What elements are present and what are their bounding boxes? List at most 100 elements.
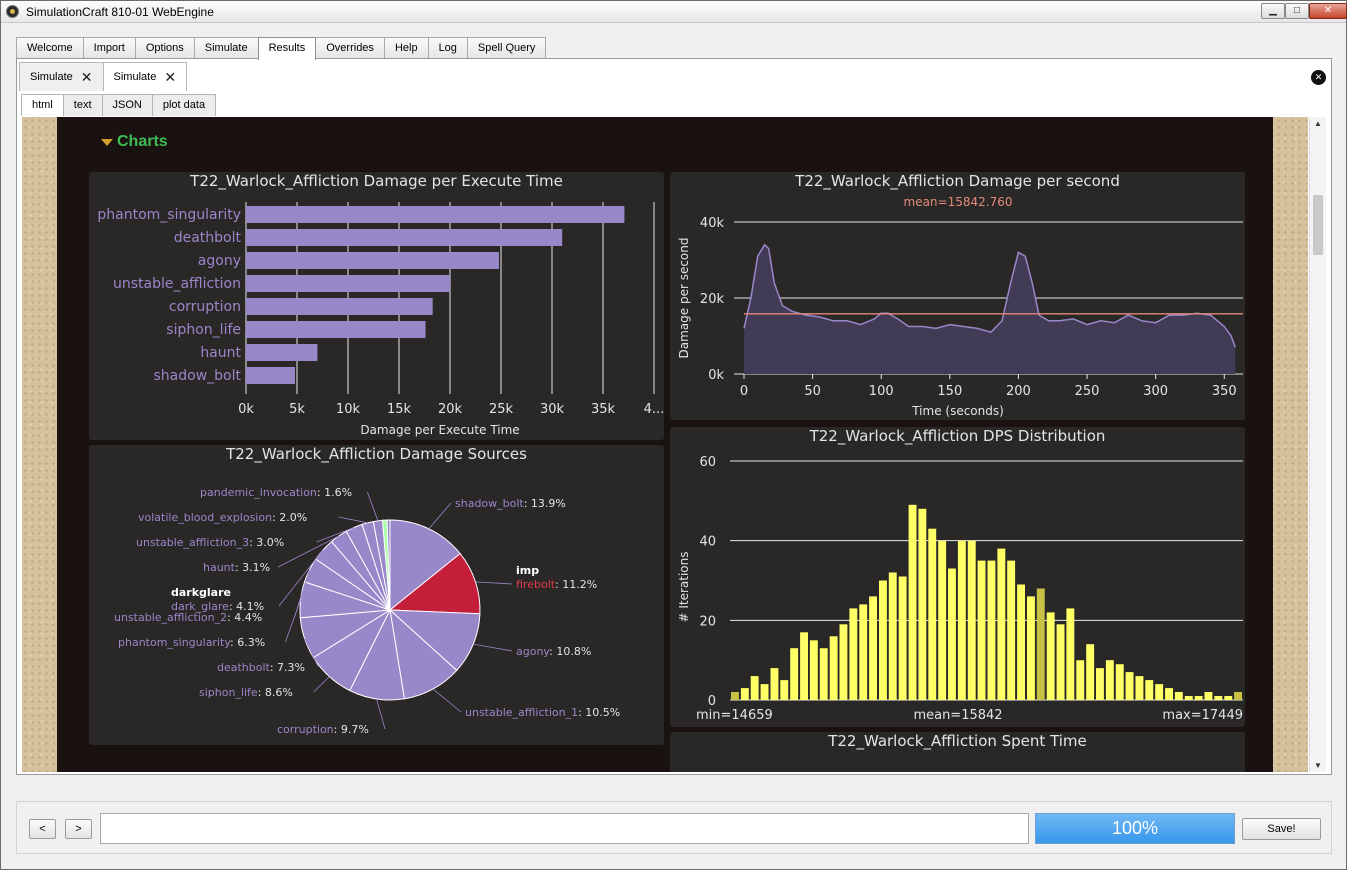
tab-html[interactable]: html [21,94,64,116]
close-tab-icon[interactable]: ✕ [80,68,93,85]
tab-log[interactable]: Log [427,37,468,59]
tab-overrides[interactable]: Overrides [315,37,385,59]
x-tick-label: 20k [438,402,463,417]
y-axis-label: Damage per second [677,238,691,359]
close-tab-icon[interactable]: ✕ [164,68,177,85]
x-tick-label: 300 [1143,384,1168,399]
y-tick-label: 0 [708,694,716,709]
histogram-bar [859,604,868,700]
tab-spell-query[interactable]: Spell Query [466,37,547,59]
histogram-bar [957,540,966,700]
histogram-bar [1115,664,1124,700]
histogram-bar [1204,692,1213,700]
histogram-bar [760,684,769,700]
y-tick-label: 0k [708,368,724,383]
collapse-triangle-icon[interactable] [101,138,113,146]
tab-import[interactable]: Import [82,37,136,59]
address-input[interactable] [100,813,1029,844]
tab-simulate-result-1[interactable]: Simulate ✕ [19,62,104,91]
histogram-bar [1046,612,1055,700]
tab-text[interactable]: text [62,94,103,116]
tab-simulate-result-2[interactable]: Simulate ✕ [102,62,188,91]
bar [246,367,295,384]
window-title: SimulationCraft 810-01 WebEngine [26,5,214,19]
histogram-bar [790,648,799,700]
histogram-bar [908,504,917,700]
chart-title: T22_Warlock_Affliction DPS Distribution [809,427,1106,445]
pie-slice [386,519,391,611]
slice-label: pandemic_invocation: 1.6% [200,486,352,499]
scroll-up-icon[interactable]: ▲ [1314,119,1322,128]
pie-slice [389,519,461,612]
leader-line [376,698,386,730]
progress-bar: 100% [1035,813,1235,844]
title-bar: SimulationCraft 810-01 WebEngine ▁ □ ✕ [1,1,1347,23]
x-axis-label: Time (seconds) [911,404,1004,418]
histogram-bar [1214,696,1223,700]
x-tick-label: 350 [1212,384,1237,399]
slice-label: agony: 10.8% [516,645,591,658]
histogram-bar [819,648,828,700]
histogram-bar [918,508,927,700]
tab-help[interactable]: Help [383,37,429,59]
view-tab-bar: html text JSON plot data [21,94,217,116]
tab-json[interactable]: JSON [101,94,153,116]
tab-results[interactable]: Results [257,37,317,60]
histogram-bar [800,632,808,700]
histogram-bar [1135,676,1144,700]
histogram-bar [1066,608,1075,700]
histogram-bar [1105,660,1114,700]
scroll-down-icon[interactable]: ▼ [1314,761,1322,770]
minimize-button[interactable]: ▁ [1261,3,1285,19]
pie-slice [388,552,481,615]
bar [246,321,426,338]
histogram-bar [1007,560,1016,700]
back-button[interactable]: < [29,819,56,839]
close-all-tabs-icon[interactable]: ✕ [1311,70,1326,85]
y-tick-label: 20 [699,614,716,629]
slice-label: siphon_life: 8.6% [199,686,293,699]
histogram-bar [1234,692,1242,700]
x-tick-label: 10k [336,402,361,417]
scrollbar-thumb[interactable] [1313,195,1323,255]
y-tick-label: 60 [699,455,716,470]
bar [246,252,499,269]
x-tick-label: 0k [238,402,254,417]
histogram-bar [750,676,759,700]
simulation-tab-bar: Simulate ✕ Simulate ✕ [19,62,188,91]
forward-button[interactable]: > [65,819,92,839]
histogram-bar [987,560,996,700]
damage-sources-pie-svg: shadow_bolt: 13.9% firebolt: 11.2%imp agon… [114,486,620,736]
chart-damage-per-second: T22_Warlock_Affliction Damage per second… [670,172,1245,420]
charts-section-header[interactable]: Charts [101,133,168,151]
x-tick-label: 200 [1006,384,1031,399]
histogram-bar [1086,644,1095,700]
x-tick-label: 100 [869,384,894,399]
save-button[interactable]: Save! [1242,818,1321,840]
tab-simulate[interactable]: Simulate [193,37,259,59]
chart-title: T22_Warlock_Affliction Damage per second [795,172,1120,190]
x-tick-label: 0 [740,384,748,399]
slice-label: shadow_bolt: 13.9% [455,497,566,510]
x-tick-label: 4... [644,402,664,417]
slice-group-label: darkglare [171,586,231,599]
histogram-bar [1036,588,1045,700]
histogram-bar [829,636,838,700]
x-tick-label: 5k [289,402,305,417]
tab-plot-data[interactable]: plot data [151,94,217,116]
close-window-button[interactable]: ✕ [1309,3,1347,19]
tab-welcome[interactable]: Welcome [16,37,84,59]
slice-label: unstable_affliction_3: 3.0% [136,536,284,549]
maximize-button[interactable]: □ [1285,3,1309,19]
y-axis-label: # Iterations [677,551,691,622]
vertical-scrollbar[interactable]: ▲ ▼ [1309,117,1326,772]
slice-label: unstable_affliction_1: 10.5% [465,706,620,719]
leader-line [475,581,513,585]
category-label: deathbolt [174,230,242,246]
x-axis-label: Damage per Execute Time [360,423,519,437]
leader-line [316,527,355,543]
tab-options[interactable]: Options [134,37,195,59]
histogram-bar [967,540,976,700]
tab-label: Simulate [30,70,73,83]
